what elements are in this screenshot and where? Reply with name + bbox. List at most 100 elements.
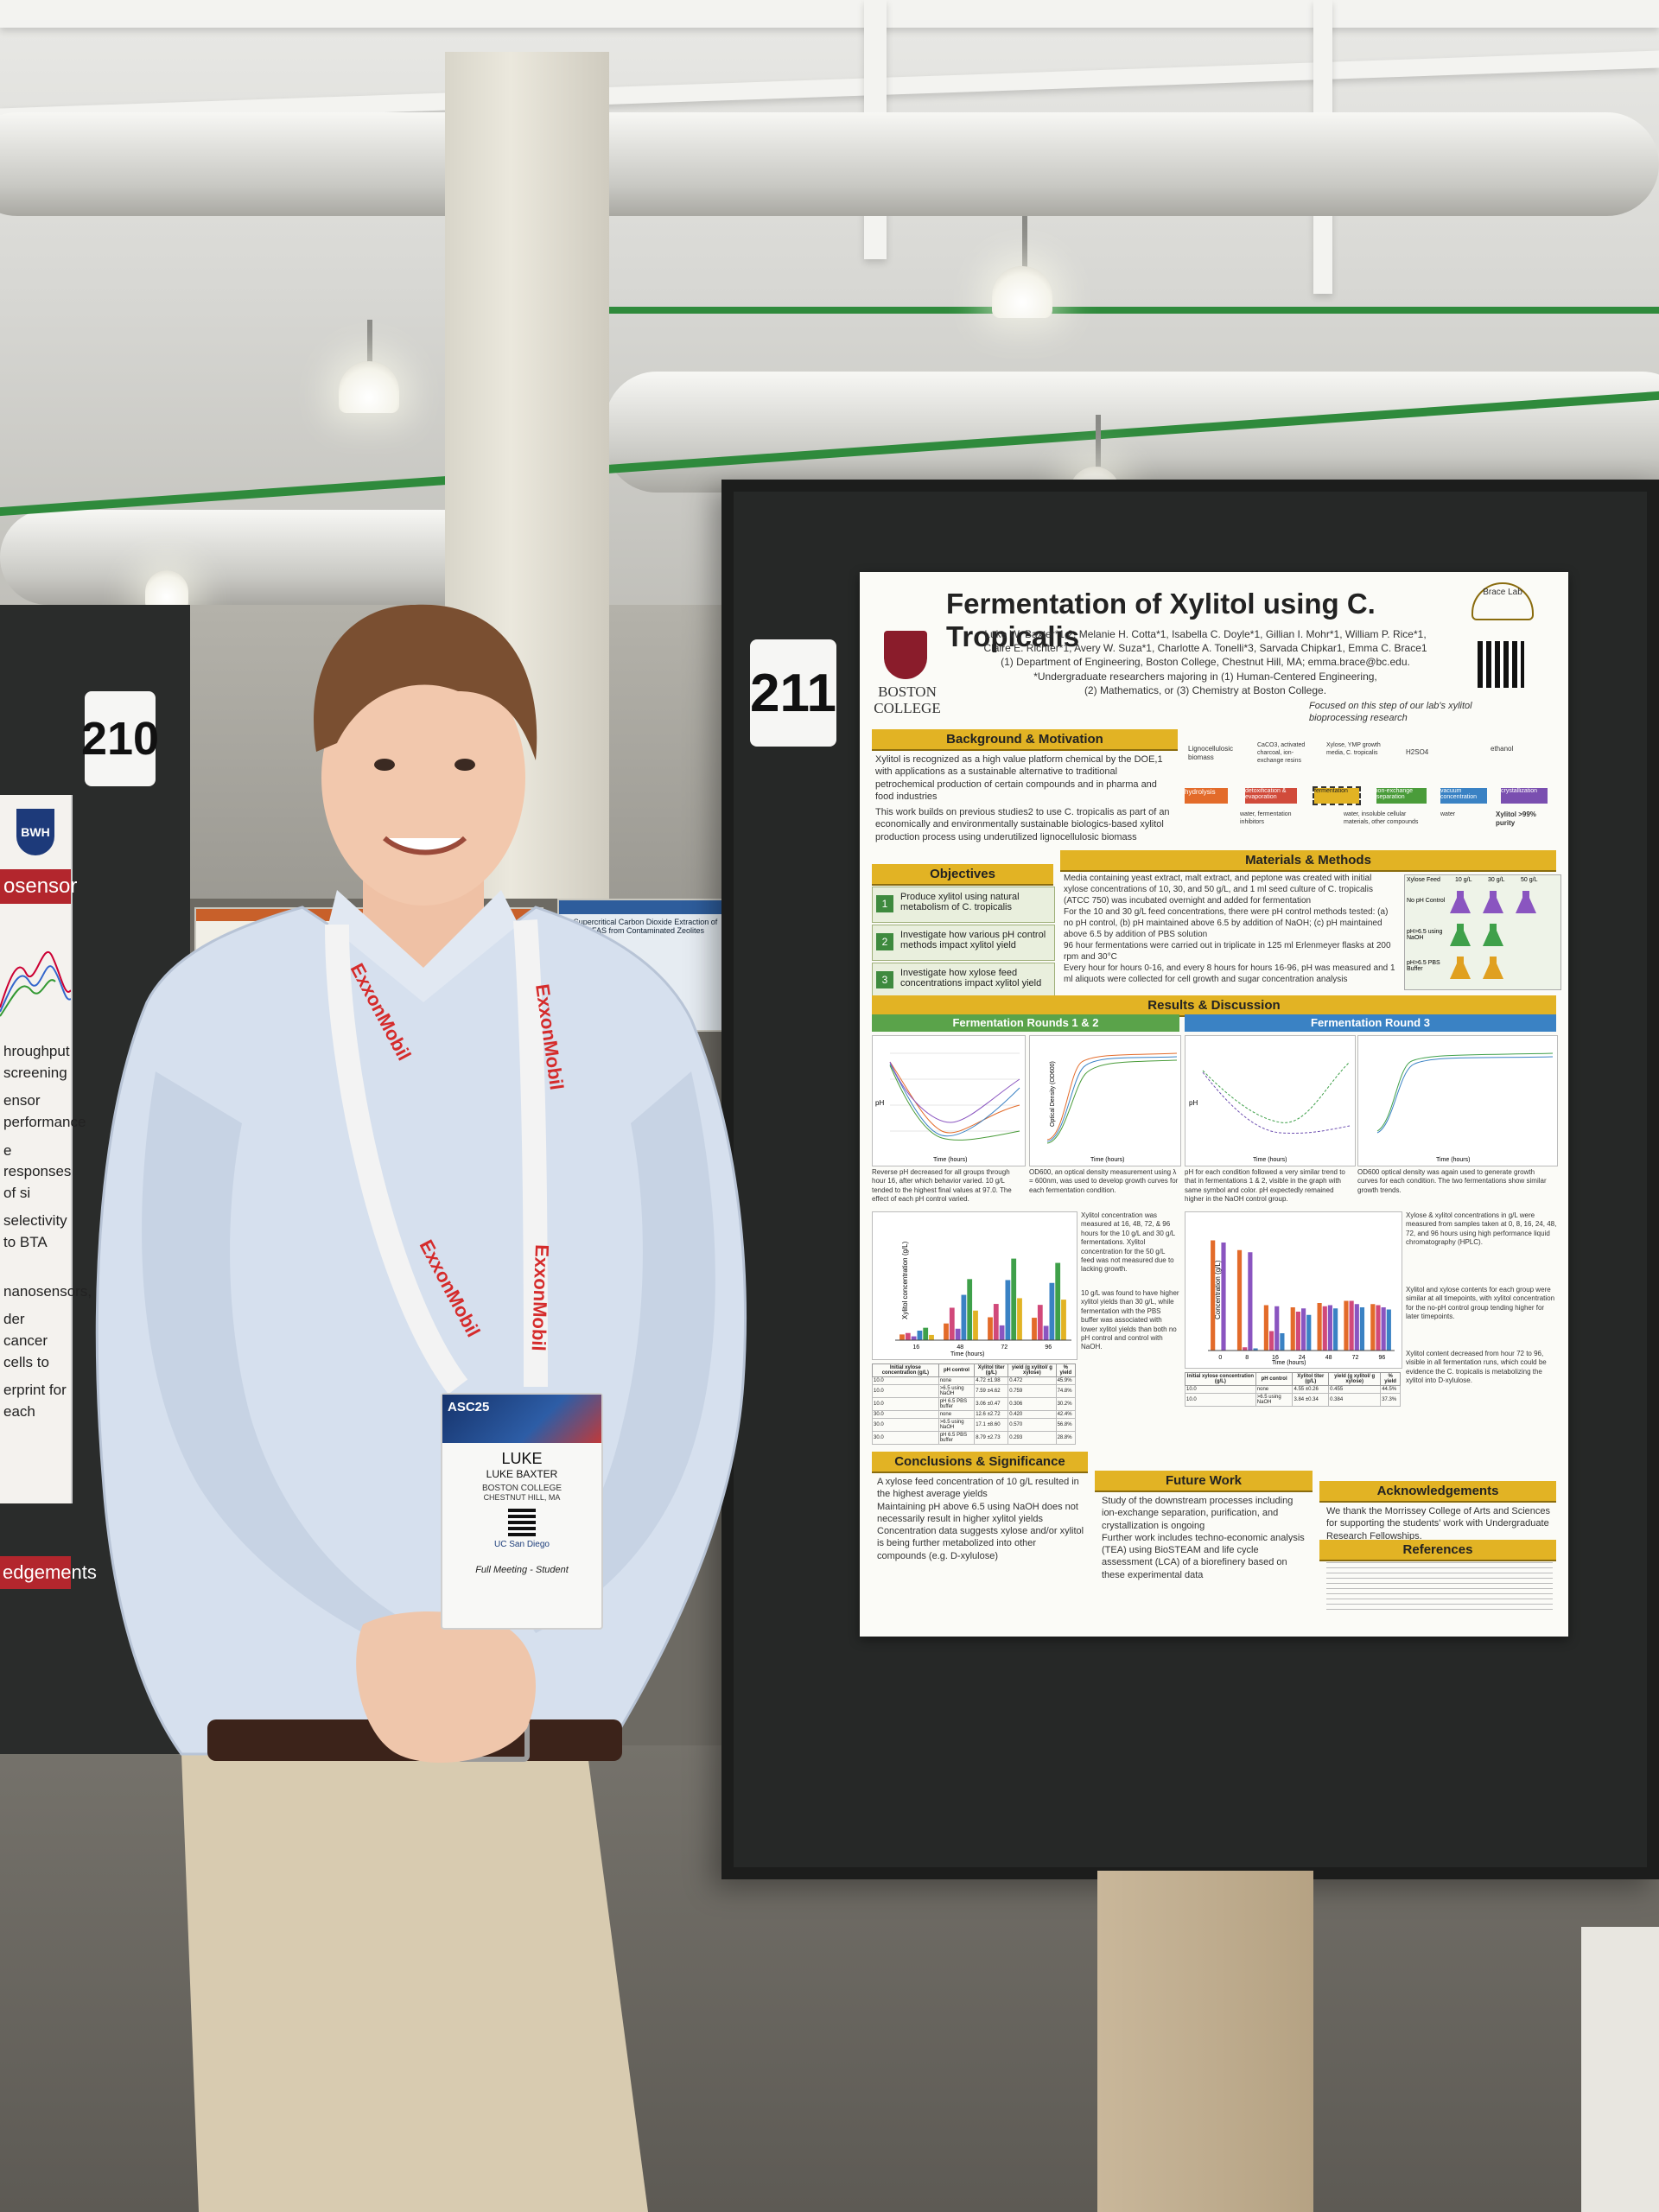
- booth-number-left: 210: [81, 691, 159, 786]
- chart-bar: [1061, 1300, 1066, 1340]
- section-references: References: [1319, 1540, 1556, 1561]
- table-cell: >6.5 using NaOH: [938, 1384, 976, 1398]
- shirt-collar: [328, 890, 518, 1002]
- flask-icons: [1450, 891, 1536, 979]
- table-cell: 0.455: [1328, 1385, 1382, 1394]
- chart-bar: [949, 1307, 955, 1340]
- objective-3: 3 Investigate how xylose feed concentrat…: [872, 963, 1055, 999]
- time-axis-label: Time (hours): [1436, 1157, 1470, 1163]
- objective-number: 2: [876, 933, 893, 950]
- process-input: H2SO4: [1406, 748, 1429, 756]
- background-bullet: This work builds on previous studies2 to…: [875, 807, 1170, 842]
- badge-qr-code: [508, 1509, 536, 1536]
- chart-bar: [1043, 1325, 1049, 1340]
- conclusion-bullet: A xylose feed concentration of 10 g/L re…: [877, 1477, 1079, 1500]
- bwh-logo: BWH: [16, 809, 54, 855]
- process-input: ethanol: [1491, 745, 1514, 753]
- left-poster-line: nanosensors,: [3, 1282, 92, 1300]
- ceiling-lamp: [339, 361, 399, 413]
- chart-bar: [1370, 1304, 1376, 1351]
- table-header-cell: Xylitol titer (g/L): [1292, 1372, 1330, 1386]
- ceiling-beam: [0, 0, 1659, 28]
- flask-grid-row: No pH Control: [1407, 898, 1446, 904]
- chart-bar: [1376, 1305, 1381, 1351]
- table-cell: 0.384: [1328, 1393, 1382, 1407]
- chart-bar: [899, 1334, 905, 1340]
- table-cell: 0.420: [1007, 1410, 1057, 1419]
- left-poster-spectra-chart: [0, 951, 72, 1017]
- table-cell: 7.59 ±4.62: [974, 1384, 1009, 1398]
- results-table-rounds12: Initial xylose concentration (g/L) pH con…: [872, 1363, 1077, 1445]
- process-step-detox: detoxification & evaporation: [1245, 788, 1297, 804]
- process-step-vacuum: vacuum concentration: [1440, 788, 1487, 804]
- table-cell: 17.1 ±8.60: [974, 1418, 1009, 1432]
- table-cell: 0.570: [1007, 1418, 1057, 1432]
- od-chart-round3: Time (hours): [1357, 1035, 1558, 1166]
- flask-grid-col: 50 g/L: [1521, 877, 1538, 883]
- lamp-cord: [1022, 216, 1027, 268]
- table-cell: 3.84 ±0.34: [1292, 1393, 1330, 1407]
- x-tick-label: 48: [1325, 1355, 1332, 1361]
- methods-text: Media containing yeast extract, malt ext…: [1064, 873, 1396, 985]
- table-cell: 0.759: [1007, 1384, 1057, 1398]
- table-cell: none: [1255, 1385, 1294, 1394]
- methods-bullet: Media containing yeast extract, malt ext…: [1064, 874, 1373, 906]
- section-results: Results & Discussion: [872, 995, 1556, 1017]
- time-axis-label: Time (hours): [950, 1351, 984, 1357]
- name-badge: ASC25 LUKE LUKE BAXTER BOSTON COLLEGE CH…: [441, 1393, 603, 1630]
- process-diagram: hydrolysis detoxification & evaporation …: [1185, 786, 1565, 823]
- chart-bar: [988, 1317, 993, 1340]
- ph-axis-label: pH: [1189, 1099, 1198, 1107]
- chart-bar: [1032, 1318, 1037, 1340]
- x-tick-label: 72: [1352, 1355, 1359, 1361]
- boston-college-seal: [884, 631, 927, 679]
- table-cell: 28.8%: [1055, 1431, 1077, 1445]
- x-tick-label: 96: [1378, 1355, 1385, 1361]
- chart-bar: [1322, 1306, 1327, 1351]
- chart-bar: [1349, 1300, 1354, 1351]
- flask-grid-col: Xylose Feed: [1407, 877, 1440, 883]
- round3-note: OD600 optical density was again used to …: [1357, 1168, 1547, 1194]
- table-cell: 0.306: [1007, 1397, 1057, 1411]
- process-step-crystallization: crystallization: [1501, 788, 1548, 804]
- objective-1: 1 Produce xylitol using natural metaboli…: [872, 887, 1055, 923]
- table-cell: 44.5%: [1380, 1385, 1401, 1394]
- table-cell: 56.8%: [1055, 1418, 1077, 1432]
- rounds12-note: OD600, an optical density measurement us…: [1029, 1168, 1179, 1194]
- ceiling-lamp: [992, 266, 1052, 318]
- methods-bullet: Every hour for hours 0-16, and every 8 h…: [1064, 963, 1395, 984]
- khaki-pants: [181, 1754, 648, 2212]
- table-header-row: Initial xylose concentration (g/L) pH con…: [1185, 1372, 1401, 1386]
- process-step-hydrolysis: hydrolysis: [1185, 788, 1228, 804]
- round3-note: Xylitol and xylose contents for each gro…: [1406, 1286, 1555, 1321]
- round3-note: Xylose & xylitol concentrations in g/L w…: [1406, 1211, 1557, 1247]
- table-cell: 0.293: [1007, 1431, 1057, 1445]
- table-cell: 12.6 ±2.72: [974, 1410, 1009, 1419]
- chart-bar: [923, 1327, 929, 1340]
- left-arm-sleeve: [142, 1071, 397, 1642]
- table-row: 10.0 none 4.72 ±1.98 0.472 45.9%: [872, 1376, 1077, 1385]
- process-output: water, insoluble cellular materials, oth…: [1344, 811, 1419, 826]
- flask-grid: Xylose Feed 10 g/L 30 g/L 50 g/L No pH C…: [1404, 874, 1561, 990]
- rounds12-note: Reverse pH decreased for all groups thro…: [872, 1168, 1012, 1204]
- table-row: 10.0 none 4.55 ±0.26 0.455 44.5%: [1185, 1385, 1401, 1394]
- time-axis-label: Time (hours): [933, 1157, 967, 1163]
- left-poster-header: osensor: [0, 869, 77, 904]
- table-cell: 10.0: [872, 1397, 939, 1411]
- table-header-cell: yield (g xylitol/ g xylose): [1007, 1363, 1057, 1377]
- references-fine-print: [1326, 1562, 1553, 1612]
- poster-title: Fermentation of Xylitol using C. Tropica…: [946, 588, 1376, 652]
- table-header-cell: % yield: [1380, 1372, 1401, 1386]
- background-text: Xylitol is recognized as a high value pl…: [875, 753, 1174, 843]
- ph-chart-rounds12: pH Time (hours): [872, 1035, 1026, 1166]
- table-cell: 74.8%: [1055, 1384, 1077, 1398]
- table-cell: 4.55 ±0.26: [1292, 1385, 1330, 1394]
- flask-grid-col: 10 g/L: [1455, 877, 1472, 883]
- focus-note: Focused on this step of our lab's xylito…: [1309, 701, 1472, 724]
- process-input: Xylose, YMP growth media, C. tropicalis: [1326, 742, 1381, 757]
- badge-location: CHESTNUT HILL, MA: [483, 1493, 561, 1502]
- process-step-fermentation: fermentation: [1313, 786, 1361, 805]
- booth-number-main: 211: [750, 639, 836, 747]
- round3-note: Xylitol content decreased from hour 72 t…: [1406, 1350, 1547, 1385]
- table-cell: 30.0: [872, 1431, 939, 1445]
